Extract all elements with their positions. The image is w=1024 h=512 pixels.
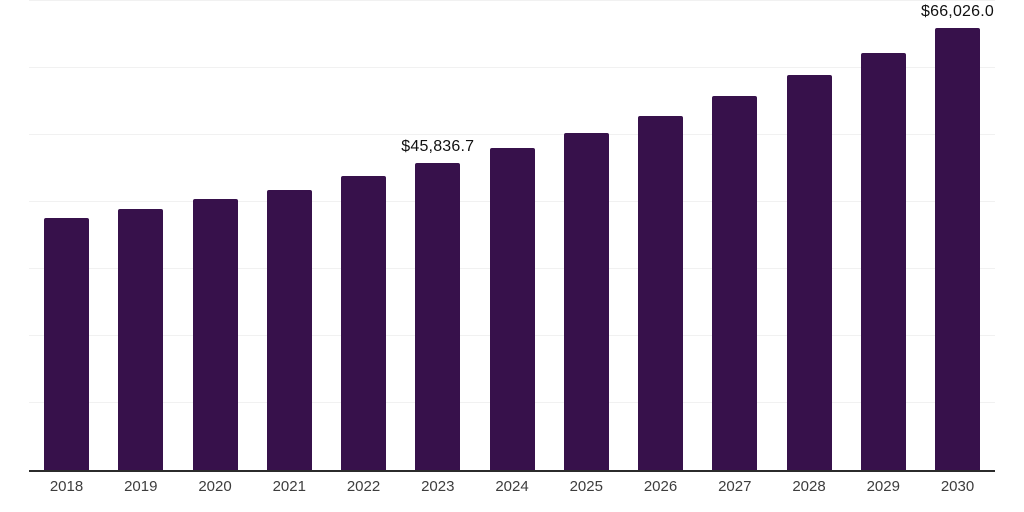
bar-column-2024: [489, 1, 535, 470]
x-tick-2026: 2026: [643, 478, 678, 495]
bar-2028: [786, 75, 832, 470]
bar-column-2028: [786, 1, 832, 470]
x-tick-2028: 2028: [792, 478, 826, 495]
x-tick-2022: 2022: [346, 478, 381, 495]
bar-column-2019: [118, 1, 164, 470]
bars-container: $45,836.7 $66,026.0: [29, 1, 995, 470]
x-tick-2030: 2030: [940, 478, 975, 495]
gridline-70000: [29, 0, 995, 1]
bar-column-2030: $66,026.0: [921, 1, 994, 470]
x-tick-2029: 2029: [866, 478, 900, 495]
bar-2026: [638, 115, 683, 470]
bar-2020: [192, 199, 238, 470]
bar-2025: [563, 132, 609, 470]
bar-2024: [489, 147, 535, 470]
bar-2018: [44, 218, 89, 470]
bar-column-2029: [860, 1, 906, 470]
x-tick-2023: 2023: [421, 478, 455, 495]
bar-column-2026: [638, 1, 683, 470]
bar-2022: [341, 176, 386, 470]
x-tick-2027: 2027: [718, 478, 752, 495]
bar-2019: [118, 209, 164, 470]
bar-column-2027: [712, 1, 758, 470]
bar-2029: [860, 53, 906, 470]
bar-2021: [266, 190, 312, 470]
bar-column-2020: [192, 1, 238, 470]
bar-column-2021: [266, 1, 312, 470]
x-tick-2025: 2025: [569, 478, 603, 495]
x-tick-2020: 2020: [198, 478, 232, 495]
value-label-2023: $45,836.7: [401, 137, 475, 155]
gridline-60000: [29, 67, 995, 68]
x-tick-2019: 2019: [124, 478, 158, 495]
bar-2027: [712, 96, 758, 470]
x-tick-2018: 2018: [49, 478, 84, 495]
bar-column-2025: [563, 1, 609, 470]
bar-column-2023: $45,836.7: [401, 1, 474, 470]
x-tick-2024: 2024: [495, 478, 529, 495]
gridline-50000: [29, 134, 995, 135]
bar-column-2022: [341, 1, 386, 470]
bar-2023: [415, 162, 461, 470]
x-axis-labels: 2018 2019 2020 2021 2022 2023 2024 2025 2026 2027…: [29, 478, 995, 495]
x-tick-2021: 2021: [272, 478, 306, 495]
bar-column-2018: [44, 1, 89, 470]
value-label-2030: $66,026.0: [921, 2, 994, 20]
bar-2030: [935, 27, 980, 470]
plot-area: $45,836.7 $66,026.0: [29, 0, 995, 472]
